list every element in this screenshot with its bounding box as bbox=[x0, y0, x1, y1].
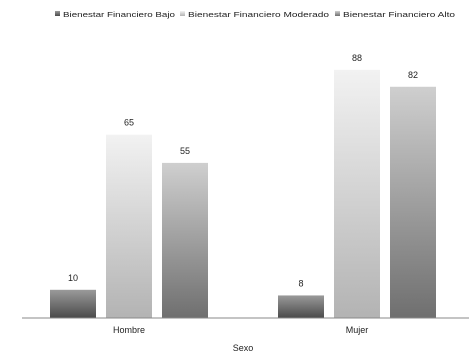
legend: Bienestar Financiero Bajo Bienestar Finan… bbox=[55, 10, 455, 19]
data-label-mujer-bienestar-financiero-moderado: 88 bbox=[352, 53, 362, 63]
data-label-mujer-bienestar-financiero-alto: 82 bbox=[408, 70, 418, 80]
legend-label: Bienestar Financiero Bajo bbox=[63, 10, 175, 19]
legend-swatch bbox=[55, 11, 60, 16]
legend-label: Bienestar Financiero Moderado bbox=[188, 10, 329, 19]
bars bbox=[50, 69, 436, 318]
x-tick-label-mujer: Mujer bbox=[346, 325, 369, 335]
legend-swatch bbox=[180, 11, 185, 16]
legend-item-bienestar-financiero-moderado: Bienestar Financiero Moderado bbox=[180, 10, 329, 19]
bar-mujer-bienestar-financiero-alto bbox=[390, 86, 436, 318]
data-label-hombre-bienestar-financiero-moderado: 65 bbox=[124, 118, 134, 128]
data-label-hombre-bienestar-financiero-bajo: 10 bbox=[68, 273, 78, 283]
legend-item-bienestar-financiero-bajo: Bienestar Financiero Bajo bbox=[55, 10, 175, 19]
bar-hombre-bienestar-financiero-bajo bbox=[50, 289, 96, 318]
x-tick-labels: Hombre Mujer bbox=[113, 325, 368, 335]
x-axis-title: Sexo bbox=[233, 343, 254, 353]
bar-mujer-bienestar-financiero-moderado bbox=[334, 69, 380, 318]
data-label-mujer-bienestar-financiero-bajo: 8 bbox=[298, 278, 303, 288]
bar-hombre-bienestar-financiero-moderado bbox=[106, 134, 152, 318]
legend-swatch bbox=[335, 11, 340, 16]
legend-item-bienestar-financiero-alto: Bienestar Financiero Alto bbox=[335, 10, 455, 19]
bar-mujer-bienestar-financiero-bajo bbox=[278, 295, 324, 318]
bar-hombre-bienestar-financiero-alto bbox=[162, 162, 208, 318]
legend-label: Bienestar Financiero Alto bbox=[343, 10, 455, 19]
data-label-hombre-bienestar-financiero-alto: 55 bbox=[180, 146, 190, 156]
x-tick-label-hombre: Hombre bbox=[113, 325, 145, 335]
